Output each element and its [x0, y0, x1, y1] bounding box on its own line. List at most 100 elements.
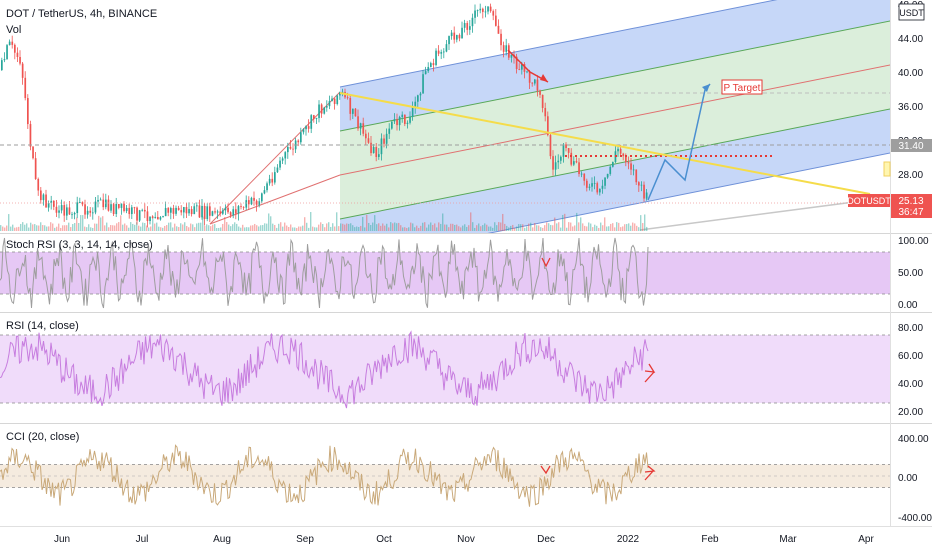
volume-bar [116, 223, 118, 231]
volume-bar [570, 222, 572, 231]
candle-body [580, 173, 583, 175]
volume-bar [556, 223, 558, 231]
volume-bar [454, 224, 456, 231]
price-tick-label: 36.00 [898, 102, 923, 113]
volume-bar [398, 222, 400, 231]
volume-bar [292, 227, 294, 231]
volume-bar [596, 225, 598, 231]
volume-bar [446, 224, 448, 231]
price-tick-label: 44.00 [898, 34, 923, 45]
candle-body [378, 154, 380, 157]
candle-body [315, 118, 318, 119]
volume-bar [48, 226, 50, 231]
candle-body [276, 167, 279, 173]
candle-body [229, 212, 232, 216]
volume-bar [60, 227, 62, 231]
volume-bar [384, 225, 386, 231]
volume-bar [566, 227, 568, 231]
candle-body [326, 106, 328, 108]
volume-bar [424, 222, 426, 231]
volume-bar [540, 227, 542, 231]
volume-bar [640, 215, 642, 231]
volume-bar [40, 222, 42, 231]
volume-bar [140, 226, 142, 231]
currency-box[interactable] [898, 3, 925, 21]
candle-body [27, 98, 29, 125]
candle-body [172, 208, 175, 214]
volume-bar [32, 224, 34, 231]
indicator-tick-label: 60.00 [898, 351, 923, 362]
stoch-rsi-pane[interactable] [0, 237, 890, 309]
candle-body [593, 183, 596, 184]
volume-bar [218, 227, 220, 231]
drawings: P Target [0, 49, 890, 204]
stoch-rsi-title[interactable]: Stoch RSI (3, 3, 14, 14, close) [6, 239, 153, 251]
time-axis[interactable]: Jun Jul Aug Sep Oct Nov Dec 2022 Feb Mar Apr [54, 534, 875, 545]
candle-body [42, 194, 45, 201]
candle-body [375, 147, 378, 157]
cci-title[interactable]: CCI (20, close) [6, 431, 79, 443]
volume-bar [14, 227, 16, 231]
rsi-pane[interactable] [0, 330, 890, 409]
volume-bar [568, 222, 570, 231]
volume-bar [418, 227, 420, 231]
volume-bar [142, 222, 144, 231]
candle-body [271, 178, 274, 183]
candle-body [606, 173, 609, 178]
indicator-axes[interactable]: 100.00 50.00 0.00 80.00 60.00 40.00 20.00 400.0… [898, 236, 932, 524]
volume-bar [616, 222, 618, 231]
volume-bar [246, 227, 248, 231]
volume-bar [206, 224, 208, 231]
candle-body [432, 63, 435, 66]
candle-body [427, 66, 430, 72]
candle-body [453, 32, 456, 40]
volume-legend[interactable]: Vol [6, 24, 21, 36]
candle-body [388, 128, 391, 134]
candle-body [414, 101, 417, 107]
candle-body [466, 23, 469, 30]
candle-body [66, 207, 68, 216]
volume-bar [370, 224, 372, 231]
volume-bar [86, 227, 88, 231]
volume-bar [328, 222, 330, 231]
candle-body [643, 184, 645, 199]
volume-bar [260, 225, 262, 231]
indicator-line [0, 444, 649, 507]
rsi-title[interactable]: RSI (14, close) [6, 320, 79, 332]
volume-bar [294, 227, 296, 231]
cci-pane[interactable] [0, 444, 890, 507]
candle-body [625, 156, 627, 163]
volume-bar [604, 217, 606, 231]
candlesticks [1, 3, 648, 228]
candle-body [471, 17, 474, 27]
candle-body [328, 101, 331, 107]
candle-body [619, 148, 622, 154]
volume-bar [606, 226, 608, 231]
price-pane[interactable]: P Target [0, 0, 900, 263]
symbol-title[interactable]: DOT / TetherUS, 4h, BINANCE [6, 8, 157, 20]
volume-bar [342, 223, 344, 231]
candle-body [484, 11, 487, 13]
candle-body [149, 216, 151, 222]
volume-bar [50, 222, 52, 231]
time-tick-label: Sep [296, 534, 314, 545]
volume-bar [506, 225, 508, 231]
candle-body [341, 91, 344, 93]
volume-bar [62, 225, 64, 231]
volume-bar [554, 217, 556, 231]
candle-body [474, 10, 476, 18]
volume-bar [216, 227, 218, 231]
volume-bar [476, 225, 478, 231]
candle-body [440, 52, 443, 54]
volume-bar [420, 225, 422, 231]
volume-bar [560, 227, 562, 231]
volume-bar [592, 227, 594, 231]
volume-bar [24, 224, 26, 231]
volume-bar [162, 227, 164, 231]
volume-bar [326, 223, 328, 231]
volume-bar [394, 222, 396, 231]
candle-body [544, 107, 547, 117]
